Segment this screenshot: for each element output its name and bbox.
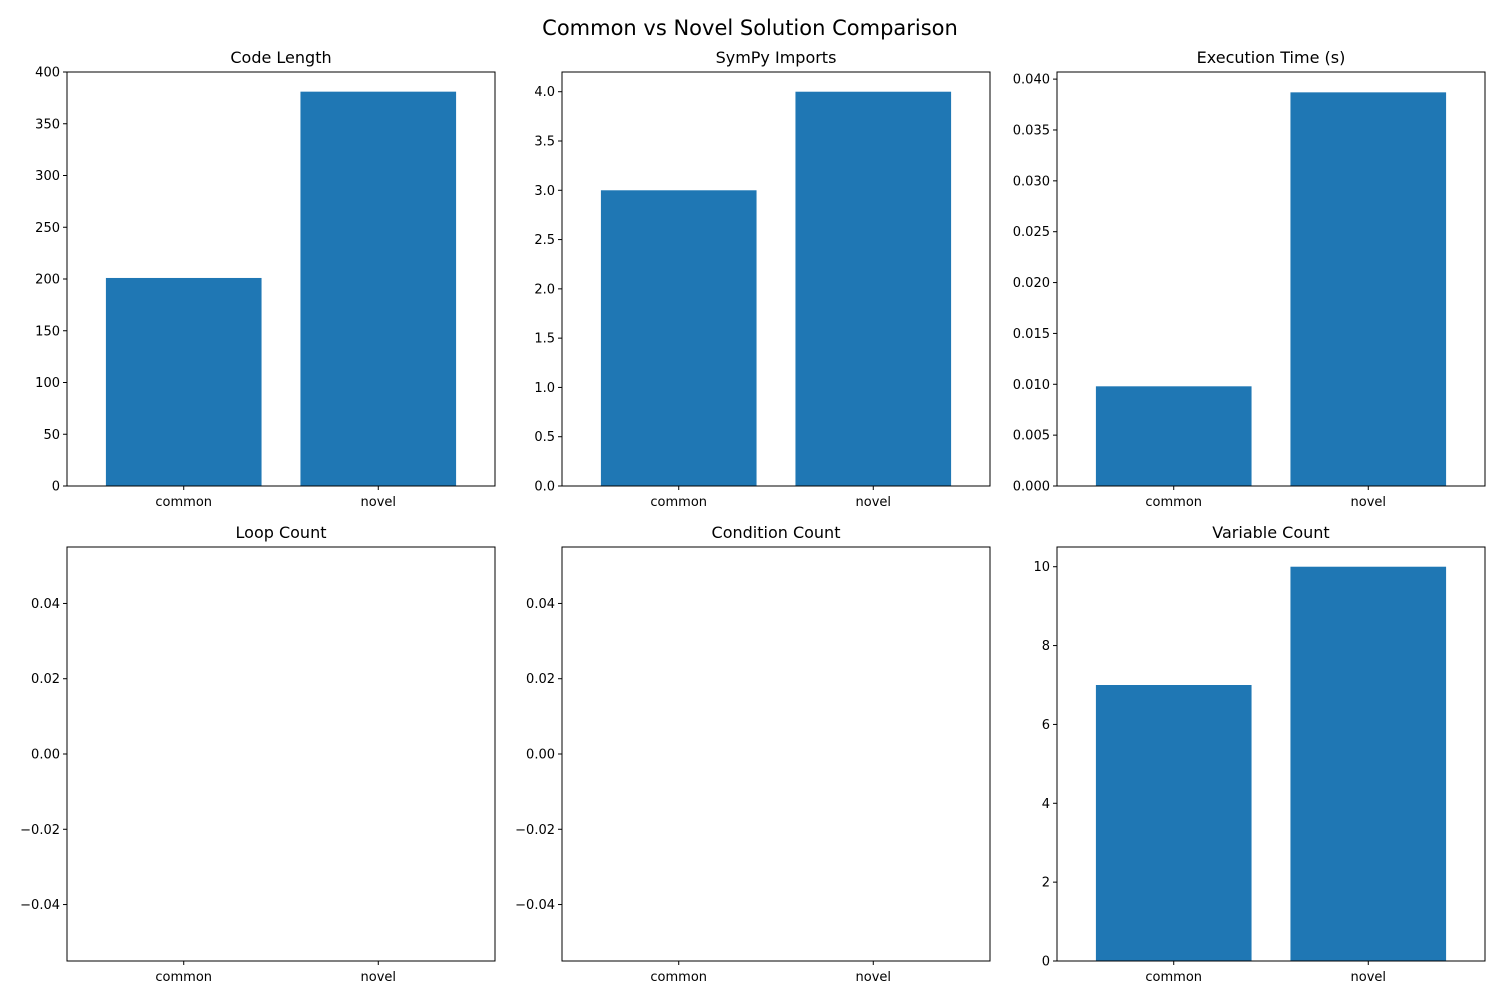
y-tick-label: 0: [1042, 955, 1050, 970]
x-tick-label: common: [1145, 495, 1202, 510]
y-tick-label: 2.5: [534, 233, 555, 248]
axes-frame: [66, 546, 496, 962]
y-tick-label: 0.0: [534, 480, 555, 495]
bar-novel: [795, 91, 952, 486]
bar-novel: [1290, 92, 1447, 486]
y-tick-label: 300: [35, 169, 60, 184]
y-tick-label: 0.035: [1013, 123, 1050, 138]
y-tick-label: −0.04: [20, 898, 60, 913]
y-tick-label: 0.5: [534, 430, 555, 445]
subplot-title: Execution Time (s): [1197, 48, 1346, 67]
x-tick-label: common: [155, 495, 212, 510]
y-tick-label: 0: [52, 480, 60, 495]
y-tick-label: 250: [35, 221, 60, 236]
subplot-1: 0 50 100 150 200 250 300 350 400 common novel Code …: [35, 48, 496, 510]
x-tick-label: novel: [1351, 970, 1387, 985]
x-tick-label: novel: [1351, 495, 1387, 510]
bar-common: [105, 277, 262, 486]
y-tick-label: 0.00: [526, 748, 555, 763]
y-tick-label: 0.02: [526, 672, 555, 687]
y-tick-label: 0.04: [526, 597, 555, 612]
y-tick-label: −0.04: [515, 898, 555, 913]
bar-novel: [300, 91, 457, 486]
bar-novel: [1290, 566, 1447, 961]
y-tick-label: 150: [35, 324, 60, 339]
subplot-title: Condition Count: [712, 523, 841, 542]
y-tick-label: 350: [35, 117, 60, 132]
y-tick-label: −0.02: [20, 823, 60, 838]
y-tick-label: 400: [35, 66, 60, 81]
subplot-title: Variable Count: [1212, 523, 1329, 542]
axes-frame: [561, 71, 991, 487]
x-tick-label: novel: [856, 495, 892, 510]
bar-common: [1095, 386, 1252, 486]
x-tick-label: common: [1145, 970, 1202, 985]
subplot-5: −0.04 −0.02 0.00 0.02 0.04 common novel Conditi…: [515, 523, 991, 985]
y-tick-label: 1.0: [534, 381, 555, 396]
bar-common: [1095, 685, 1252, 961]
x-tick-label: novel: [856, 970, 892, 985]
y-tick-label: 0.02: [31, 672, 60, 687]
y-tick-label: 0.010: [1013, 378, 1050, 393]
y-tick-label: 0.000: [1013, 480, 1050, 495]
subplot-3: 0.000 0.005 0.010 0.015 0.020 0.025 0.030 0.035…: [1013, 48, 1486, 510]
x-tick-label: novel: [361, 970, 397, 985]
y-tick-label: 0.040: [1013, 73, 1050, 88]
y-tick-label: 3.0: [534, 184, 555, 199]
y-tick-label: 2.0: [534, 282, 555, 297]
y-tick-label: 2: [1042, 876, 1050, 891]
subplot-title: Code Length: [230, 48, 331, 67]
bar-common: [600, 190, 757, 487]
y-tick-label: 0.015: [1013, 327, 1050, 342]
x-tick-label: common: [650, 970, 707, 985]
y-tick-label: 0.04: [31, 597, 60, 612]
x-tick-label: novel: [361, 495, 397, 510]
y-tick-label: 10: [1033, 560, 1050, 575]
subplot-2: 0.0 0.5 1.0 1.5 2.0 2.5 3.0 3.5 4.0 common novel Sy…: [534, 48, 991, 510]
y-tick-label: 8: [1042, 639, 1050, 654]
subplot-6: 0 2 4 6 8 10 common novel Variable Count: [1033, 523, 1486, 985]
axes-frame: [1056, 71, 1486, 487]
y-tick-label: 0.020: [1013, 276, 1050, 291]
y-tick-label: 0.025: [1013, 225, 1050, 240]
y-tick-label: 200: [35, 273, 60, 288]
figure-title: Common vs Novel Solution Comparison: [542, 16, 958, 40]
y-tick-label: 1.5: [534, 332, 555, 347]
y-tick-label: 100: [35, 376, 60, 391]
y-tick-label: 0.005: [1013, 429, 1050, 444]
y-tick-label: 0.00: [31, 748, 60, 763]
y-tick-label: 3.5: [534, 135, 555, 150]
y-tick-label: 50: [43, 428, 60, 443]
x-tick-label: common: [155, 970, 212, 985]
y-tick-label: 6: [1042, 718, 1050, 733]
subplot-title: Loop Count: [236, 523, 327, 542]
y-tick-label: 0.030: [1013, 174, 1050, 189]
y-tick-label: 4.0: [534, 85, 555, 100]
subplot-4: −0.04 −0.02 0.00 0.02 0.04 common novel Loop Co…: [20, 523, 496, 985]
axes-frame: [561, 546, 991, 962]
subplot-title: SymPy Imports: [716, 48, 837, 67]
axes-frame: [1056, 546, 1486, 962]
y-tick-label: 4: [1042, 797, 1050, 812]
x-tick-label: common: [650, 495, 707, 510]
y-tick-label: −0.02: [515, 823, 555, 838]
